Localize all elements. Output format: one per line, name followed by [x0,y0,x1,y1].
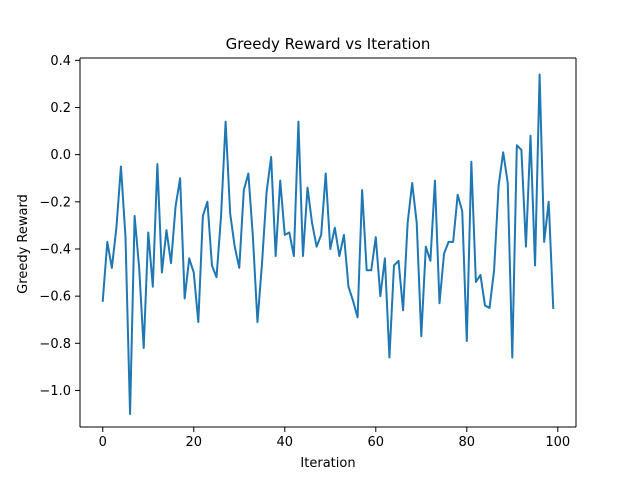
x-tick-label: 20 [185,435,202,450]
x-tick-label: 0 [99,435,107,450]
y-tick-label: 0.2 [50,101,71,116]
plot-area: 0 20 40 60 80 100 0.4 0.2 0.0 −0.2 −0.4 −0.6 −0.8 −1.… [39,54,577,450]
y-tick-label: −0.4 [39,242,71,257]
y-tick-label: 0.0 [50,148,71,163]
y-tick-label: −0.6 [39,290,71,305]
x-tick-label: 80 [459,435,476,450]
y-tick-label: −1.0 [39,384,71,399]
series-line-0 [101,73,555,416]
x-tick-label: 60 [368,435,385,450]
chart-title: Greedy Reward vs Iteration [226,35,431,53]
y-axis-label: Greedy Reward [16,194,31,294]
x-axis-label: Iteration [300,456,355,471]
y-tick-label: −0.8 [39,337,71,352]
x-tick-label: 100 [545,435,570,450]
x-tick-label: 40 [276,435,293,450]
y-tick-label: −0.2 [39,195,71,210]
y-tick-label: 0.4 [50,54,71,69]
